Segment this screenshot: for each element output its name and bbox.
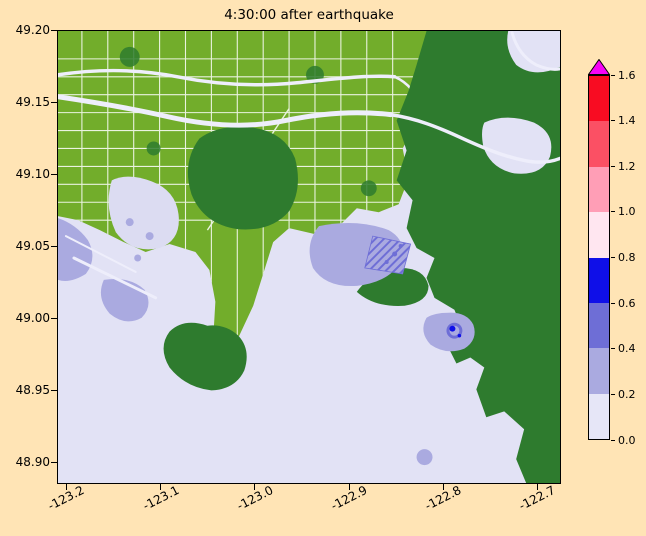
y-tick-label: 49.00 [15,311,50,326]
x-tick-mark [348,484,350,490]
colorbar-segment [589,348,609,394]
colorbar-segment [589,302,609,349]
x-tick-label: -122.7 [517,482,558,514]
flood-speckles-west [125,218,154,262]
colorbar-tick-label: 1.4 [618,114,636,128]
small-bay-bottom [408,419,490,483]
river-north-arm [58,68,397,87]
colorbar-segment [589,121,609,167]
colorbar-tick-mark [611,348,615,350]
x-tick-label: -123.1 [140,482,182,514]
colorbar-tick-label: 1.6 [618,68,636,82]
y-tick-label: 49.05 [15,239,50,254]
pale-lowland-patch [108,176,179,250]
colorbar-tick-label: 0.6 [618,296,636,310]
jetty-causeway-1 [72,256,158,300]
colorbar-tick-label: 1.0 [618,205,636,219]
colorbar-tick-label: 1.2 [618,159,636,173]
x-tick-mark [254,484,256,490]
plot-area [57,30,561,484]
x-tick-mark [536,484,538,490]
y-tick-label: 49.10 [15,167,50,182]
y-tick-label: 49.20 [15,23,50,37]
flood-ring [446,322,463,339]
deep-flood-spot [449,325,456,332]
colorbar-tick-label: 0.8 [618,251,636,264]
colorbar-tick-mark [611,74,615,76]
colorbar-segment [589,212,609,258]
peninsula [163,322,247,391]
colorbar-segment [589,257,609,303]
x-tick-mark [65,484,67,490]
colorbar-tick-label: 0.4 [618,342,636,356]
x-tick-label: -123.2 [45,482,87,514]
colorbar-segment [589,393,609,439]
x-tick-label: -122.9 [328,482,370,514]
x-tick-label: -123.0 [234,482,276,514]
colorbar-segment [589,166,609,213]
colorbar-extend-arrow [588,59,610,75]
jetty-causeway-2 [64,235,137,273]
y-tick-label: 48.90 [15,455,50,470]
colorbar-tick-mark [611,211,615,213]
colorbar-tick-mark [611,439,615,441]
x-tick-label: -122.8 [422,482,464,514]
y-tick-label: 48.95 [15,383,50,398]
map [58,31,560,483]
flood-small-bay [416,449,433,466]
colorbar-tick-mark [611,165,615,167]
x-tick-mark [160,484,162,490]
bog-patch [187,126,298,230]
valley-notch-right [482,117,552,174]
x-tick-mark [442,484,444,490]
river-main-arm [58,94,394,128]
river-topright [510,31,560,71]
valley-notch-topright [507,31,560,73]
colorbar-bar [588,75,610,440]
colorbar-tick-mark [611,120,615,122]
flood-coast-west [58,218,93,282]
plot-title: 4:30:00 after earthquake [224,7,394,23]
river-east [388,112,560,164]
flood-speckles-center [384,244,403,264]
colorbar-tick-mark [611,257,615,258]
colorbar-tick-label: 0.0 [618,433,636,447]
colorbar-tick-mark [611,393,615,395]
colorbar [588,59,610,440]
colorbar-segment [589,76,609,122]
colorbar-tick-label: 0.2 [618,387,636,401]
y-tick-label: 49.15 [15,95,50,110]
colorbar-tick-mark [611,302,615,304]
deep-flood-spot-2 [457,333,462,338]
